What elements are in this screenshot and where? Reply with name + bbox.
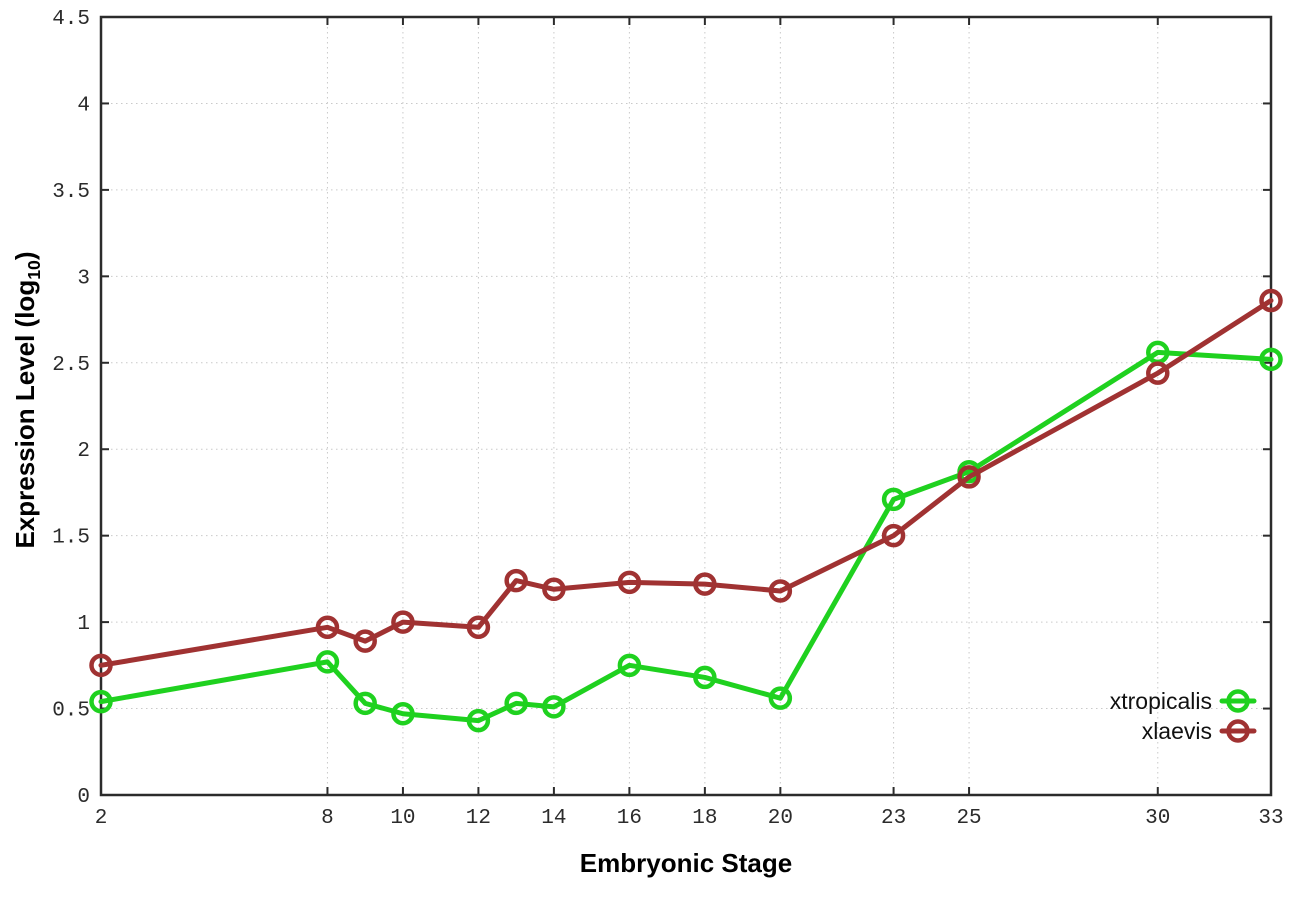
- data-point-marker-xlaevis: [353, 629, 377, 653]
- data-point-marker-xlaevis: [881, 523, 906, 548]
- y-tick-label: 3: [77, 267, 90, 290]
- series-line-xtropicalis: [98, 349, 1274, 724]
- y-axis-title-subscript: 10: [24, 260, 45, 280]
- y-tick-label: 1.5: [52, 527, 90, 550]
- legend-marker-xlaevis: [1226, 719, 1250, 743]
- y-tick-label: 0.5: [52, 700, 90, 723]
- y-axis-title-suffix: ): [10, 251, 40, 261]
- data-point-marker-xlaevis: [1259, 288, 1283, 313]
- x-tick-label: 14: [541, 807, 566, 830]
- x-tick-label: 2: [95, 807, 108, 830]
- data-point-marker-xlaevis: [391, 610, 415, 634]
- y-tick-label: 3.5: [52, 181, 90, 204]
- legend-marker-xtropicalis: [1226, 689, 1250, 713]
- y-axis-title: Expression Level (log10): [10, 251, 45, 549]
- x-tick-label: 33: [1258, 807, 1283, 830]
- data-point-marker-xlaevis: [315, 615, 340, 640]
- data-point-marker-xlaevis: [542, 577, 566, 602]
- x-tick-label: 10: [390, 807, 415, 830]
- data-point-marker-xtropicalis: [89, 689, 113, 714]
- data-point-marker-xlaevis: [504, 568, 528, 593]
- data-point-marker-xtropicalis: [391, 701, 415, 726]
- data-point-marker-xtropicalis: [504, 691, 528, 716]
- y-tick-label: 4: [77, 94, 90, 117]
- x-tick-label: 25: [956, 807, 981, 830]
- x-tick-label: 8: [321, 807, 334, 830]
- data-point-marker-xtropicalis: [315, 650, 340, 674]
- x-tick-label: 18: [692, 807, 717, 830]
- plot-border: [99, 15, 1273, 797]
- x-tick-label: 20: [768, 807, 793, 830]
- data-point-marker-xlaevis: [1146, 361, 1170, 385]
- data-point-marker-xtropicalis: [768, 686, 793, 710]
- x-axis-title: Embryonic Stage: [579, 848, 793, 878]
- data-point-marker-xtropicalis: [617, 653, 642, 678]
- y-tick-label: 2: [77, 440, 90, 463]
- y-axis-title-text: Expression Level (log: [10, 279, 40, 549]
- y-tick-label: 4.5: [52, 8, 90, 31]
- series-line-xlaevis: [98, 298, 1274, 668]
- data-point-marker-xlaevis: [693, 572, 717, 596]
- x-tick-label: 16: [617, 807, 642, 830]
- legend-label-xtropicalis: xtropicalis: [1110, 688, 1212, 714]
- data-point-marker-xtropicalis: [693, 665, 717, 690]
- data-point-marker-xlaevis: [466, 615, 491, 640]
- data-point-marker-xtropicalis: [881, 487, 906, 512]
- x-tick-label: 23: [881, 807, 906, 830]
- data-point-marker-xtropicalis: [542, 695, 566, 719]
- x-tick-label: 12: [466, 807, 491, 830]
- data-point-marker-xtropicalis: [466, 708, 491, 733]
- y-tick-label: 0: [77, 786, 90, 809]
- data-point-marker-xlaevis: [617, 570, 642, 595]
- y-tick-label: 2.5: [52, 354, 90, 377]
- y-tick-label: 1: [77, 613, 90, 636]
- data-point-marker-xtropicalis: [1259, 347, 1283, 372]
- x-tick-label: 30: [1145, 807, 1170, 830]
- data-point-marker-xlaevis: [768, 579, 793, 603]
- data-point-marker-xtropicalis: [353, 691, 377, 716]
- data-point-marker-xlaevis: [89, 653, 113, 678]
- legend-label-xlaevis: xlaevis: [1142, 718, 1212, 744]
- data-point-marker-xlaevis: [957, 465, 981, 489]
